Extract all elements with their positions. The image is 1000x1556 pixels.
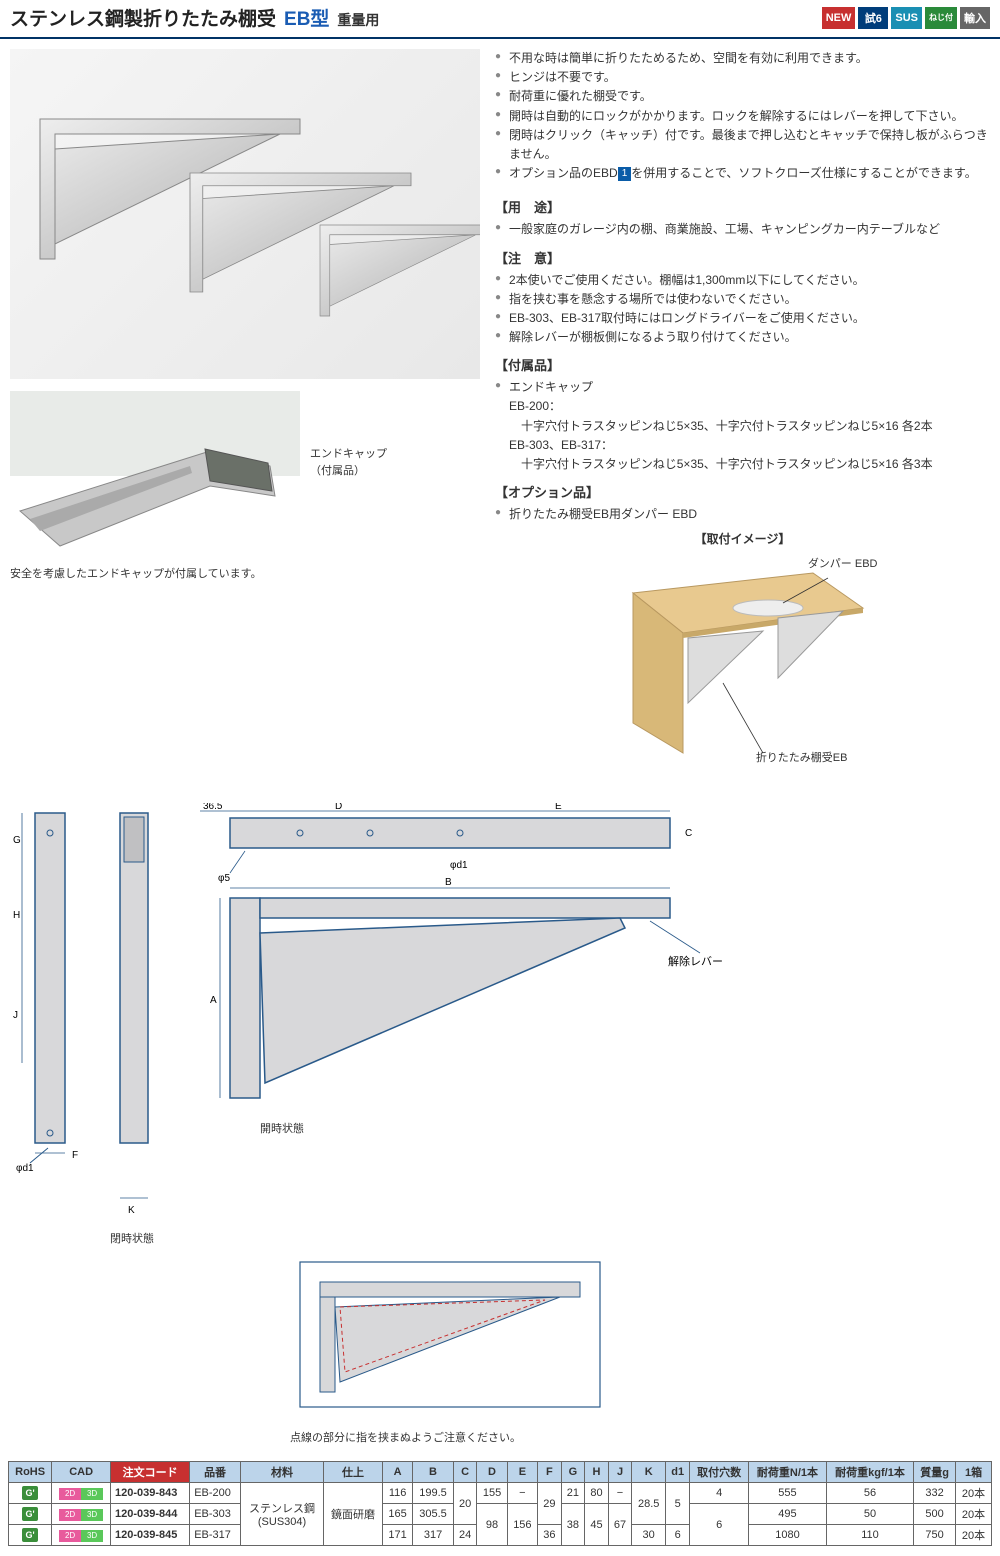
endcap-caption: 安全を考慮したエンドキャップが付属しています。 <box>10 565 480 581</box>
endcap-photo <box>10 391 300 561</box>
page-header: ステンレス鋼製折りたたみ棚受 EB型 重量用 NEW試6SUSねじ付輸入 <box>0 0 1000 39</box>
endcap-label: エンドキャップ （付属品） <box>310 446 387 561</box>
feature-item: 閉時はクリック（キャッチ）付です。最後まで押し込むとキャッチで保持し板がふらつき… <box>495 126 990 164</box>
callout-bracket: 折りたたみ棚受EB <box>756 749 848 765</box>
caution-head: 【注 意】 <box>495 248 990 267</box>
svg-text:φd1: φd1 <box>450 860 468 871</box>
callout-damper: ダンパー EBD <box>808 555 878 571</box>
product-title: ステンレス鋼製折りたたみ棚受 <box>10 4 276 31</box>
svg-text:A: A <box>210 995 217 1006</box>
svg-text:D: D <box>335 803 342 812</box>
badge-ねじ付: ねじ付 <box>925 7 957 29</box>
table-row: G'2D3D120-039-844EB-303165305.5981563845… <box>9 1504 992 1525</box>
svg-text:K: K <box>128 1205 135 1216</box>
badge-試6: 試6 <box>858 7 888 29</box>
feature-item: ヒンジは不要です。 <box>495 68 990 87</box>
svg-text:B: B <box>445 877 452 888</box>
svg-text:φ5: φ5 <box>218 873 230 884</box>
svg-text:F: F <box>72 1150 78 1161</box>
table-row: G'2D3D120-039-843EB-200ステンレス鋼(SUS304)鏡面研… <box>9 1483 992 1504</box>
badge-輸入: 輸入 <box>960 7 990 29</box>
usage-head: 【用 途】 <box>495 197 990 216</box>
badge-row: NEW試6SUSねじ付輸入 <box>822 7 990 29</box>
subtitle: 重量用 <box>337 10 379 30</box>
feature-item: 開時は自動的にロックがかかります。ロックを解除するにはレバーを押して下さい。 <box>495 107 990 126</box>
mount-illustration: ダンパー EBD 折りたたみ棚受EB <box>613 553 873 783</box>
svg-text:36.5: 36.5 <box>203 803 223 812</box>
open-state-label: 開時状態 <box>260 1120 990 1136</box>
dim-phi-d1: φd1 <box>16 1163 34 1173</box>
svg-text:H: H <box>13 910 20 921</box>
product-photo <box>10 49 480 379</box>
pinch-warning-text: 点線の部分に指を挟まぬようご注意ください。 <box>290 1429 610 1445</box>
feature-list: 不用な時は簡単に折りたためるため、空間を有効に利用できます。ヒンジは不要です。耐… <box>495 49 990 183</box>
option-head: 【オプション品】 <box>495 482 990 501</box>
technical-diagrams: φd1 G H J F K 閉時状態 36.5 D <box>0 793 1000 1455</box>
svg-text:C: C <box>685 828 692 839</box>
closed-state-label: 閉時状態 <box>110 1230 160 1246</box>
mount-title: 【取付イメージ】 <box>495 530 990 547</box>
svg-text:E: E <box>555 803 562 812</box>
pinch-warning-diagram <box>290 1252 610 1422</box>
title-group: ステンレス鋼製折りたたみ棚受 EB型 重量用 <box>10 4 379 31</box>
model-name: EB型 <box>284 4 329 31</box>
feature-item: 耐荷重に優れた棚受です。 <box>495 87 990 106</box>
feature-item: 不用な時は簡単に折りたためるため、空間を有効に利用できます。 <box>495 49 990 68</box>
badge-SUS: SUS <box>891 7 922 29</box>
spec-table: RoHSCAD注文コード品番材料仕上ABCDEFGHJKd1取付穴数耐荷重N/1… <box>0 1461 1000 1556</box>
svg-text:解除レバー: 解除レバー <box>668 954 723 968</box>
svg-text:J: J <box>13 1010 18 1021</box>
badge-NEW: NEW <box>822 7 856 29</box>
feature-item: オプション品のEBD1を併用することで、ソフトクローズ仕様にすることができます。 <box>495 164 990 183</box>
svg-text:G: G <box>13 835 21 846</box>
accessory-head: 【付属品】 <box>495 355 990 374</box>
